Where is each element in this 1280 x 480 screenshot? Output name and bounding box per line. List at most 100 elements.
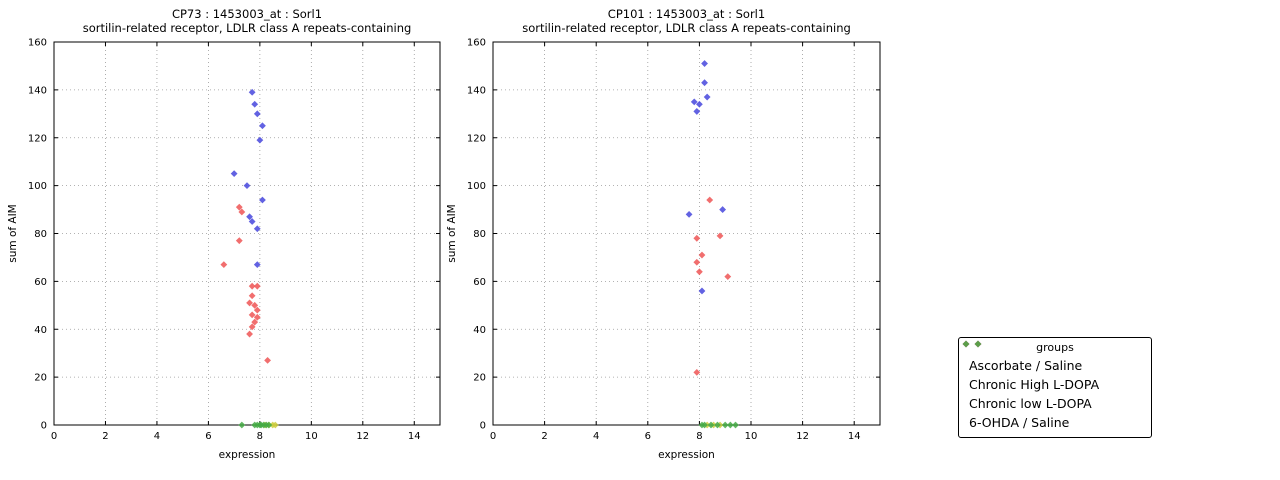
legend-entry-label: Chronic low L-DOPA (969, 396, 1092, 411)
data-point (235, 203, 243, 211)
x-tick-label: 2 (541, 431, 547, 442)
data-point (696, 100, 703, 108)
x-tick-label: 12 (796, 431, 809, 442)
data-point (259, 122, 266, 130)
legend-marker-icon (962, 340, 982, 348)
y-axis-label: sum of AIM (7, 204, 19, 263)
x-tick-label: 10 (745, 431, 758, 442)
y-tick-label: 20 (473, 373, 486, 384)
data-point (251, 301, 259, 309)
data-point (246, 330, 253, 338)
data-point (721, 421, 729, 429)
plot-title: CP101 : 1453003_at : Sorl1 (608, 7, 765, 21)
data-point (248, 292, 256, 300)
y-tick-label: 80 (473, 229, 486, 240)
data-point (259, 196, 266, 204)
data-point (716, 232, 724, 240)
x-axis-label: expression (219, 449, 276, 461)
data-point (248, 282, 256, 290)
data-point (724, 273, 732, 280)
data-point (726, 421, 734, 429)
y-tick-label: 140 (467, 85, 486, 96)
x-tick-label: 14 (408, 431, 421, 442)
data-point (251, 100, 259, 108)
x-tick-label: 4 (593, 431, 599, 442)
data-point (701, 79, 708, 87)
data-point (246, 213, 253, 221)
x-tick-label: 14 (848, 431, 861, 442)
data-point (235, 237, 243, 245)
plot-frame (492, 41, 881, 426)
legend-entry: Ascorbate / Saline (959, 340, 1151, 375)
data-point (238, 421, 246, 429)
data-point (251, 318, 259, 326)
data-point (246, 299, 253, 307)
y-tick-label: 80 (34, 229, 47, 240)
data-point (719, 206, 727, 213)
y-tick-label: 60 (34, 277, 47, 288)
data-point (253, 261, 261, 269)
x-tick-label: 0 (490, 431, 496, 442)
legend-entry-label: Ascorbate / Saline (969, 358, 1083, 373)
x-tick-label: 8 (696, 431, 702, 442)
y-tick-label: 140 (28, 85, 47, 96)
x-tick-label: 4 (154, 431, 160, 442)
x-tick-label: 0 (51, 431, 57, 442)
data-point (264, 356, 271, 364)
data-point (248, 311, 256, 319)
data-point (693, 234, 701, 242)
legend-entries: Ascorbate / Saline Chronic High L-DOPA Chr… (959, 340, 1151, 432)
y-tick-label: 0 (480, 421, 486, 432)
data-point (243, 182, 251, 190)
data-point (238, 208, 246, 216)
legend-entry: Chronic High L-DOPA (959, 340, 1151, 394)
legend-entry-label: 6-OHDA / Saline (969, 415, 1070, 430)
y-axis-label: sum of AIM (446, 204, 458, 263)
data-point (253, 313, 261, 321)
data-point (714, 421, 721, 429)
x-tick-label: 2 (102, 431, 108, 442)
data-point (701, 421, 708, 429)
x-axis-label: expression (658, 449, 715, 461)
legend-entry: 6-OHDA / Saline (959, 340, 1151, 432)
y-tick-label: 100 (467, 181, 486, 192)
data-point (256, 136, 264, 144)
data-point (685, 210, 693, 218)
legend: groups Ascorbate / Saline Chronic High L-… (958, 337, 1152, 438)
data-point (698, 251, 706, 259)
data-point (701, 60, 708, 67)
data-point (253, 110, 261, 118)
y-tick-label: 160 (28, 38, 47, 49)
data-point (253, 306, 261, 314)
data-point (248, 218, 256, 225)
plot-title: CP73 : 1453003_at : Sorl1 (172, 7, 322, 21)
data-point (696, 268, 703, 276)
legend-title: groups (1036, 341, 1074, 354)
data-point (693, 368, 701, 376)
y-tick-label: 60 (473, 277, 486, 288)
y-tick-label: 160 (467, 38, 486, 49)
x-tick-label: 10 (305, 431, 318, 442)
legend-entry-label: Chronic High L-DOPA (969, 377, 1100, 392)
data-point (703, 93, 711, 101)
legend-entry: Chronic low L-DOPA (959, 340, 1151, 413)
x-tick-label: 6 (645, 431, 651, 442)
data-point (707, 421, 715, 429)
plot-subtitle: sortilin-related receptor, LDLR class A … (522, 21, 851, 35)
data-point (220, 261, 228, 269)
y-tick-label: 120 (467, 133, 486, 144)
data-point (706, 196, 714, 204)
data-point (690, 98, 698, 106)
data-point (693, 258, 701, 266)
data-point (693, 108, 701, 115)
y-tick-label: 40 (473, 325, 486, 336)
data-point (248, 88, 256, 96)
data-point (732, 421, 739, 429)
plot-subtitle: sortilin-related receptor, LDLR class A … (83, 21, 412, 35)
data-point (253, 225, 261, 233)
data-point (271, 421, 279, 429)
